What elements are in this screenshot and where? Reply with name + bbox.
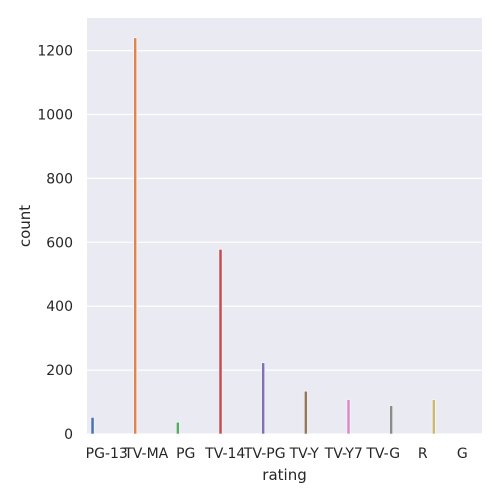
- bar-tv-y7: [346, 399, 351, 435]
- x-tick-label: TV-Y7: [324, 446, 363, 462]
- bar-tv-ma: [133, 37, 138, 435]
- bar-pg-13: [90, 417, 95, 435]
- bars: [90, 37, 479, 435]
- plot-area: [87, 18, 482, 434]
- x-tick-label: R: [418, 446, 428, 462]
- y-tick-label: 1200: [37, 44, 73, 60]
- bar-g: [474, 433, 479, 435]
- x-tick-label: G: [457, 446, 468, 462]
- bar-tv-pg: [261, 362, 266, 435]
- x-tick-label: TV-PG: [243, 446, 286, 462]
- y-tick-label: 600: [46, 235, 73, 251]
- x-tick-label: PG-13: [86, 446, 128, 462]
- x-axis-label: rating: [262, 466, 306, 484]
- y-tick-label: 0: [64, 427, 73, 443]
- bar-r: [431, 399, 436, 435]
- y-tick-labels: 0 200 400 600 800 1000 1200: [37, 44, 73, 443]
- bar-tv-g: [389, 405, 394, 435]
- y-tick-label: 1000: [37, 107, 73, 123]
- y-axis-label: count: [16, 205, 34, 247]
- bar-tv-y: [303, 390, 308, 435]
- x-tick-label: TV-Y: [289, 446, 320, 462]
- y-tick-label: 400: [46, 299, 73, 315]
- y-gridlines: [87, 49, 482, 435]
- x-tick-label: TV-G: [365, 446, 400, 462]
- bar-tv-14: [218, 249, 223, 435]
- x-tick-label: TV-14: [204, 446, 245, 462]
- bar-pg: [175, 421, 180, 435]
- x-tick-label: TV-MA: [123, 446, 168, 462]
- y-tick-label: 200: [46, 363, 73, 379]
- x-tick-label: PG: [176, 446, 195, 462]
- y-tick-label: 800: [46, 171, 73, 187]
